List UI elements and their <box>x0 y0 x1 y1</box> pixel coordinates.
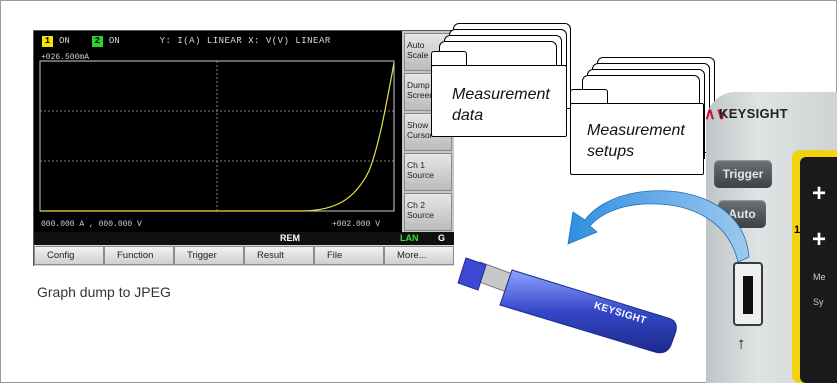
panel-text-me: Me <box>813 272 826 282</box>
graph-svg <box>39 60 395 212</box>
menu-bar: Config Function Trigger Result File More… <box>34 245 454 266</box>
measurement-data-label-line2: data <box>452 107 484 124</box>
measurement-data-label-line1: Measurement <box>452 86 550 103</box>
plus-icon[interactable]: + <box>812 226 827 253</box>
softkey-ch2-source[interactable]: Ch 2 Source <box>404 193 452 231</box>
folder-icon <box>431 65 567 137</box>
keysight-logo: KEYSIGHT <box>719 106 788 121</box>
measurement-data-label: Measurement data <box>452 84 550 126</box>
folder-icon <box>570 103 704 175</box>
menu-config[interactable]: Config <box>34 246 104 265</box>
keysight-wave-icon: ∧∨ <box>704 106 728 123</box>
graph-plot-area <box>34 51 402 232</box>
caption-graph-dump: Graph dump to JPEG <box>37 284 171 300</box>
lan-indicator: LAN <box>400 233 419 243</box>
usb-port[interactable] <box>733 262 763 326</box>
usb-slot <box>743 276 753 314</box>
channel-1-badge[interactable]: 1 <box>42 35 53 47</box>
y-max-label: +026.500mA <box>41 53 90 62</box>
iv-curve-trace <box>40 62 395 212</box>
softkey-ch1-source[interactable]: Ch 1 Source <box>404 153 452 191</box>
x-min-label: 000.000 A , 000.000 V <box>41 220 142 229</box>
axis-mode-label: Y: I(A) LINEAR X: V(V) LINEAR <box>159 36 331 46</box>
menu-more[interactable]: More... <box>384 246 454 265</box>
remote-status-bar: REM LAN G <box>34 232 454 245</box>
folder-tab <box>570 89 608 105</box>
usb-stick-icon <box>457 257 677 354</box>
curved-arrow-icon <box>567 190 750 263</box>
g-indicator: G <box>438 233 446 243</box>
panel-text-sy: Sy <box>813 297 824 307</box>
channel-1-state: ON <box>59 36 70 46</box>
channel-panel-inner <box>800 157 837 383</box>
menu-trigger[interactable]: Trigger <box>174 246 244 265</box>
measurement-setups-label-line2: setups <box>587 143 635 160</box>
plus-icon[interactable]: + <box>812 180 827 207</box>
channel-number: 1 <box>794 224 801 236</box>
usb-icon: ⭡ <box>738 336 745 352</box>
menu-result[interactable]: Result <box>244 246 314 265</box>
folder-tab <box>431 51 467 67</box>
menu-function[interactable]: Function <box>104 246 174 265</box>
channel-2-badge[interactable]: 2 <box>91 35 103 47</box>
measurement-setups-label-line1: Measurement <box>587 122 685 139</box>
remote-indicator: REM <box>280 233 300 243</box>
x-max-label: +002.000 V <box>332 220 381 229</box>
trigger-button[interactable]: Trigger <box>714 160 772 188</box>
measurement-setups-label: Measurement setups <box>587 120 685 162</box>
menu-file[interactable]: File <box>314 246 384 265</box>
status-bar: 1 ON 2 ON Y: I(A) LINEAR X: V(V) LINEAR <box>34 31 402 51</box>
channel-2-state: ON <box>108 36 120 46</box>
